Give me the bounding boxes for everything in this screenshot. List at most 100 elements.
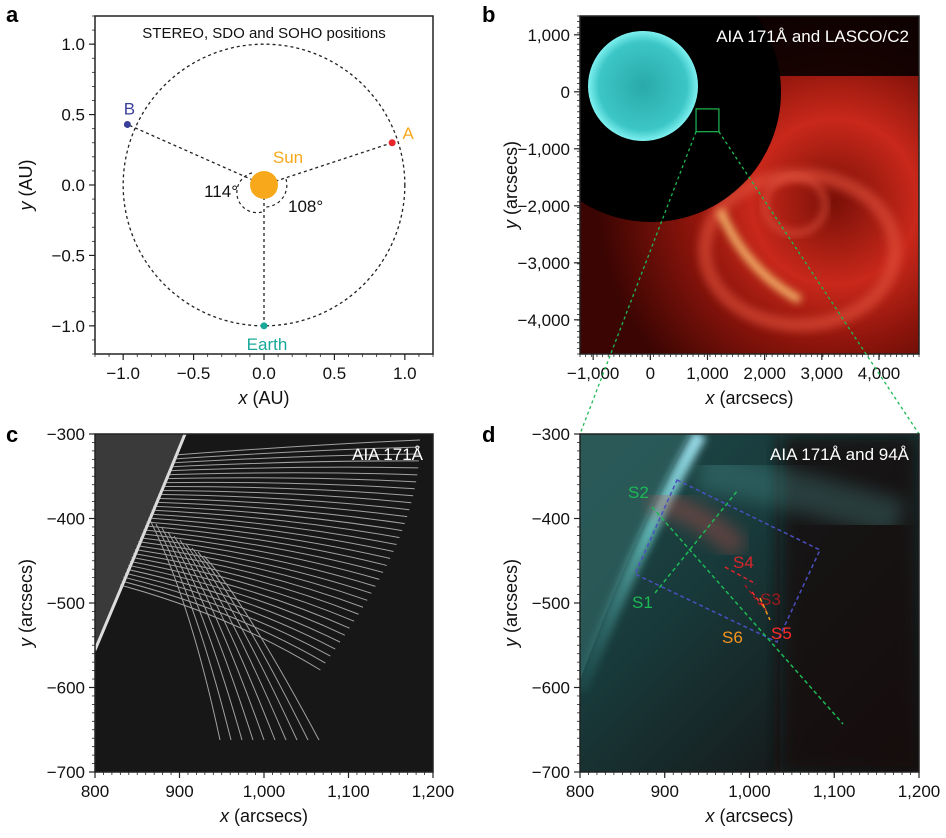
y-axis-label: y (AU) [16, 160, 36, 213]
coronal-strand [128, 564, 346, 636]
y-axis-var: y [501, 219, 521, 231]
panel-label-b: b [482, 2, 495, 27]
y-tick-label: 1,000 [527, 26, 570, 45]
x-tick-label: 900 [165, 782, 193, 801]
coronal-strand [119, 584, 321, 671]
point-a [388, 139, 396, 147]
x-tick-label: −1.0 [106, 364, 140, 383]
slit-s5 [751, 591, 767, 611]
coronal-strand [139, 537, 376, 587]
y-tick-label: 1.0 [61, 35, 85, 54]
coronal-strand [191, 547, 298, 741]
slit-label-s2: S2 [628, 483, 649, 502]
x-tick-label: 1,100 [813, 782, 856, 801]
coronal-strand [133, 552, 359, 615]
slit-s4 [724, 566, 757, 585]
coronal-strand [168, 466, 419, 472]
x-tick-label: 0.0 [252, 364, 276, 383]
panel-label-a: a [6, 2, 19, 27]
point-earth [260, 322, 268, 330]
panel-d-axes: 800 900 1,000 1,100 1,200 −300 −400 −500 −600 −70… [501, 425, 940, 826]
point-label-a: A [402, 124, 414, 143]
slit-label-s3: S3 [760, 590, 781, 609]
slit-label-s4: S4 [733, 553, 754, 572]
coronal-strand [161, 486, 414, 497]
point-sun [250, 171, 278, 199]
panel-b-image [580, 16, 919, 354]
panel-label-c: c [6, 422, 18, 447]
point-label-earth: Earth [247, 335, 288, 354]
y-axis-unit: (arcsecs) [501, 141, 521, 220]
coronal-strand [185, 543, 287, 741]
y-axis-label: y (arcsecs) [501, 141, 521, 231]
y-tick-label: −500 [47, 594, 85, 613]
x-tick-label: 3,000 [801, 364, 844, 383]
panel-c-image [95, 434, 433, 772]
slit-label-s5: S5 [771, 624, 792, 643]
coronal-strand [156, 497, 408, 518]
y-tick-label: −600 [532, 679, 570, 698]
y-axis-unit: (AU) [16, 160, 36, 202]
point-label-sun: Sun [273, 148, 303, 167]
line-sun-to-a [263, 142, 393, 186]
angle-label-114: 114° [204, 182, 238, 201]
panel-a-axes: −1.0 −0.5 0.0 0.5 1.0 1.0 0.5 0.0 −0.5 −1.0 x (AU)… [16, 15, 434, 408]
x-axis-var: x [704, 806, 715, 826]
coronal-strand [148, 517, 394, 553]
coronal-strand [164, 477, 417, 483]
panel-title: AIA 171Å and LASCO/C2 [716, 27, 909, 46]
point-b [123, 120, 131, 128]
x-tick-label: 1,200 [898, 782, 941, 801]
x-axis-unit: (AU) [248, 388, 290, 408]
y-axis-label: y (arcsecs) [501, 559, 521, 649]
coronal-strand [173, 446, 420, 460]
coronal-strand [159, 489, 412, 504]
sun-disk [588, 31, 698, 141]
x-axis-unit: (arcsecs) [714, 388, 793, 408]
y-tick-label: −0.5 [51, 246, 85, 265]
coronal-strand [174, 439, 421, 456]
panel-d-image [580, 434, 919, 772]
x-tick-label: 1,100 [327, 782, 370, 801]
coronal-strand [141, 533, 380, 580]
coronal-strand [138, 541, 372, 594]
coronal-strand [131, 556, 355, 622]
coronal-strand [163, 481, 415, 490]
point-label-b: B [124, 99, 135, 118]
y-tick-label: −3,000 [518, 254, 570, 273]
x-tick-label: −0.5 [177, 364, 211, 383]
x-axis-label: x (AU) [238, 388, 290, 408]
x-tick-label: 2,000 [743, 364, 786, 383]
coronal-strand [136, 545, 368, 601]
panel-b-axes: −1,00001,0002,0003,0004,0001,0000−1,000−… [501, 15, 920, 435]
y-tick-label: −300 [47, 425, 85, 444]
coronal-strand [167, 531, 254, 741]
zoom-box [695, 108, 720, 133]
coronal-strand [179, 539, 276, 741]
coronal-strand [197, 551, 309, 741]
coronal-strand [126, 568, 341, 643]
region-box [634, 478, 821, 644]
y-tick-label: −400 [532, 510, 570, 529]
x-tick-label: 1,200 [412, 782, 455, 801]
y-tick-label: 0 [561, 83, 570, 102]
coronal-strand [161, 527, 243, 741]
y-tick-label: −1,000 [518, 140, 570, 159]
x-tick-label: −1,000 [567, 364, 619, 383]
x-tick-label: 1.0 [393, 364, 417, 383]
y-axis-unit: (arcsecs) [16, 559, 36, 638]
y-axis-var: y [16, 201, 36, 213]
angle-label-108: 108° [288, 197, 323, 216]
y-tick-label: −1.0 [51, 317, 85, 336]
x-tick-label: 1,000 [243, 782, 286, 801]
coronal-strand [129, 560, 350, 629]
zoom-connector-right [718, 131, 920, 435]
coronal-strand [158, 493, 410, 511]
x-tick-label: 800 [81, 782, 109, 801]
x-tick-label: 0.5 [323, 364, 347, 383]
x-tick-label: 900 [651, 782, 679, 801]
coronal-strand [155, 523, 232, 741]
angle-arc-114 [236, 172, 263, 214]
y-tick-label: −2,000 [518, 197, 570, 216]
